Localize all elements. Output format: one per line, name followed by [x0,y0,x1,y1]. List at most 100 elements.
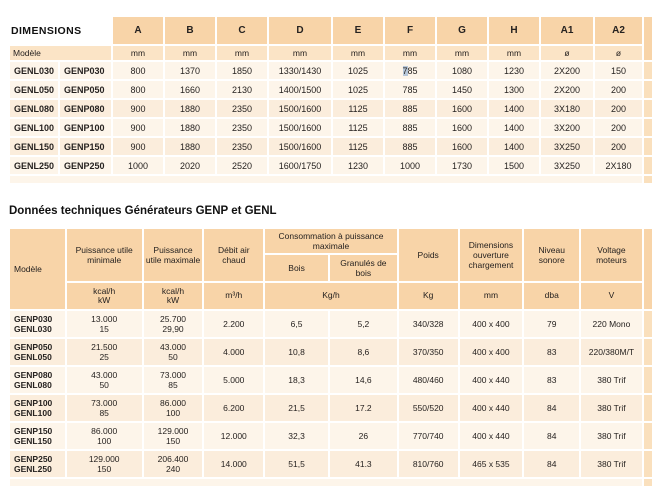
debit-cell: 12.000 [204,423,264,449]
dimension-value-cell: 1000 [113,157,164,174]
model-genp-cell: GENP050 [60,81,112,98]
col-header-e: E [333,17,384,44]
dimension-value-cell: 1600/1750 [269,157,332,174]
value-line: 100 [165,408,181,418]
model-genl-cell: GENL150 [10,138,58,155]
value-line: 43.000 [160,341,187,352]
niveau-cell: 84 [524,423,580,449]
voltage-cell: 220/380M/T [581,339,642,365]
value-line: 73.000 [91,397,118,408]
pmax-cell: 43.000 50 [143,339,203,365]
dimension-value-cell: 1000 [385,157,436,174]
model-genp-cell: GENP030 [60,62,112,79]
niveau-cell: 79 [524,311,580,337]
col-header-b: B [165,17,216,44]
unit-line: kW [98,295,111,305]
cutoff-edge-cell [644,100,653,117]
unit-cell: mm [437,46,488,60]
value-line: 86.000 [91,425,118,436]
dimensions-row: GENL030 GENP030 800 1370 1850 1330/1430 1025 78… [10,62,653,79]
tech-row: GENP080 GENL080 43.000 50 73.000 85 5.000 18,3 1… [10,367,652,393]
value-line: 150 [97,464,112,474]
tech-units-row: kcal/h kW kcal/h kW m³/h Kg/h Kg mm dba V [10,283,652,309]
cutoff-edge-cell [644,81,653,98]
dimension-value-cell: 1850 [217,62,268,79]
dimension-value-cell: 900 [113,119,164,136]
dimension-value-cell: 1880 [165,100,216,117]
unit-cell: m³/h [204,283,264,309]
dimension-value-cell: 1125 [333,119,384,136]
dimensions-table: DIMENSIONS A B C D E F G H A1 A2 Modèle … [8,15,654,185]
model-name: GENL100 [14,408,52,418]
col-header-a: A [113,17,164,44]
dimension-value-cell: 1230 [333,157,384,174]
dimension-value-cell: 1400 [489,100,540,117]
cutoff-edge-cell [643,311,652,337]
unit-line: kcal/h [161,285,185,296]
niveau-cell: 84 [524,451,580,477]
value-line: 85 [168,380,178,390]
dimension-value-cell: 200 [595,138,643,155]
dimensions-cell: 400 x 440 [459,367,523,393]
niveau-cell: 83 [524,339,580,365]
unit-line: kW [166,295,180,305]
dimension-value-cell: 1730 [437,157,488,174]
pmax-cell: 86.000 100 [143,395,203,421]
dimension-value-cell: 2020 [165,157,216,174]
col-header-a1: A1 [541,17,594,44]
model-name: GENL080 [14,380,52,390]
value-line: 15 [99,324,109,334]
model-genl-cell: GENL100 [10,119,58,136]
value-line: 73.000 [160,369,187,380]
text-selection-highlight: 7 [402,65,408,76]
tech-row: GENP050 GENL050 21.500 25 43.000 50 4.000 10,8 8… [10,339,652,365]
model-name: GENP100 [14,397,53,408]
cutoff-edge-cell [643,423,652,449]
model-cell: GENP250 GENL250 [10,451,65,477]
unit-cell: Kg/h [265,283,397,309]
spacer-row [10,479,652,486]
poids-cell: 370/350 [398,339,458,365]
tech-header-row-1: Modèle Puissance utile minimale Puissanc… [10,229,652,309]
dimension-value-cell: 800 [113,62,164,79]
dimension-value-cell: 3X180 [541,100,594,117]
unit-cell: mm [217,46,268,60]
value-line: 85 [99,408,109,418]
dimension-value-cell: 1500/1600 [269,138,332,155]
col-header-consommation: Consommation à puissance maximale [265,229,397,253]
dimension-value-cell: 2130 [217,81,268,98]
cutoff-edge-cell [643,479,652,486]
model-cell: GENP080 GENL080 [10,367,65,393]
debit-cell: 6.200 [204,395,264,421]
unit-cell: mm [269,46,332,60]
value-line: 50 [99,380,109,390]
dimension-value-cell: 1660 [165,81,216,98]
dimensions-cell: 400 x 440 [459,395,523,421]
unit-cell: ø [541,46,594,60]
unit-cell: mm [459,283,523,309]
dimension-value-cell: 785 [385,81,436,98]
dimension-value-cell: 900 [113,100,164,117]
dimension-value-cell: 1500 [489,157,540,174]
unit-cell: mm [333,46,384,60]
dimension-value-cell: 200 [595,81,643,98]
dimensions-row: GENL250 GENP250 1000 2020 2520 1600/1750 1230 1… [10,157,653,174]
spacer-cell [10,176,643,183]
dimension-value-cell: 1400 [489,138,540,155]
tech-row: GENP150 GENL150 86.000 100 129.000 150 12.000 3… [10,423,652,449]
bois-cell: 51,5 [265,451,328,477]
tech-table-title: Données techniques Générateurs GENP et G… [9,205,277,217]
unit-line: kcal/h [93,285,116,296]
col-header-puissance-min: Puissance utile minimale [66,229,142,281]
voltage-cell: 380 Trif [581,395,642,421]
spacer-cell [10,479,642,486]
model-genp-cell: GENP150 [60,138,112,155]
pmin-cell: 86.000 100 [66,423,142,449]
dimension-value-cell: 2X200 [541,62,594,79]
dimensions-table-title: DIMENSIONS [10,17,112,44]
pmax-cell: 206.400 240 [143,451,203,477]
voltage-cell: 220 Mono [581,311,642,337]
niveau-cell: 84 [524,395,580,421]
col-header-g: G [437,17,488,44]
